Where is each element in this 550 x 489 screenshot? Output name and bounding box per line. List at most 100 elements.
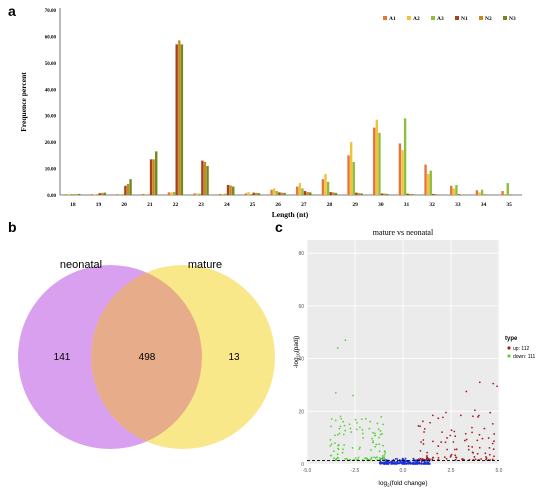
bar-x-tick-label: 34 <box>481 202 487 208</box>
bar <box>70 193 73 195</box>
volcano-legend-label: down: 111 <box>513 354 536 360</box>
volcano-point <box>344 339 347 342</box>
volcano-point <box>465 390 468 393</box>
volcano-point <box>382 444 384 447</box>
bar-x-tick-label: 30 <box>378 202 384 208</box>
bar <box>219 193 222 195</box>
bar <box>401 150 404 195</box>
volcano-point <box>481 437 484 440</box>
volcano-point <box>354 457 357 460</box>
bar-legend-label: A1 <box>389 16 396 22</box>
volcano-point <box>450 429 453 432</box>
bar <box>93 194 96 195</box>
volcano-point <box>493 440 495 443</box>
volcano-point <box>485 458 487 461</box>
volcano-point <box>432 440 434 443</box>
volcano-point <box>339 415 342 418</box>
bar-x-tick-label: 21 <box>147 202 153 208</box>
volcano-point <box>393 460 396 463</box>
volcano-point <box>440 441 443 443</box>
bar <box>426 173 430 195</box>
volcano-point <box>437 456 440 459</box>
length-distribution-chart: 0.0010.0020.0030.0040.0050.0060.0070.00 … <box>19 8 522 219</box>
volcano-point <box>359 446 361 449</box>
volcano-point <box>427 462 429 465</box>
bar-legend-label: N2 <box>485 16 492 22</box>
volcano-point <box>417 425 420 427</box>
volcano-point <box>340 418 343 420</box>
volcano-point <box>452 441 455 443</box>
bar <box>144 194 148 195</box>
venn-count-neonatal-only: 141 <box>54 352 71 363</box>
volcano-point <box>341 451 344 454</box>
volcano-point <box>441 431 443 434</box>
volcano-point <box>426 451 429 454</box>
volcano-point <box>402 458 405 461</box>
volcano-point <box>437 417 440 420</box>
volcano-point <box>423 431 425 433</box>
bar <box>424 164 427 195</box>
bar <box>332 192 335 195</box>
volcano-point <box>471 431 473 434</box>
bar-x-tick-label: 19 <box>96 202 102 208</box>
bar-y-tick-label: 50.00 <box>45 62 57 67</box>
volcano-point <box>386 461 388 464</box>
bar <box>503 193 507 195</box>
volcano-point <box>344 458 347 460</box>
volcano-point <box>455 448 458 451</box>
volcano-point <box>404 457 407 460</box>
bar <box>486 194 489 195</box>
panel-label-a: a <box>8 3 16 19</box>
bar-x-tick-label: 32 <box>429 202 435 208</box>
venn-label-mature: mature <box>188 259 222 271</box>
volcano-point <box>411 462 414 465</box>
volcano-point <box>464 439 466 442</box>
bar <box>78 193 81 195</box>
bar <box>355 192 358 195</box>
volcano-point <box>378 436 380 439</box>
bar <box>306 192 309 195</box>
volcano-point <box>374 457 377 459</box>
venn-overlap-region <box>91 265 202 449</box>
bar-x-tick-label: 28 <box>327 202 333 208</box>
volcano-point <box>399 460 402 463</box>
bar <box>301 188 304 195</box>
bar-x-tick-label: 26 <box>275 202 281 208</box>
volcano-point <box>349 427 352 430</box>
bar-legend-swatch <box>503 16 507 20</box>
bar <box>247 192 250 195</box>
volcano-y-tick-label: 0 <box>301 462 304 468</box>
bar <box>452 188 456 195</box>
volcano-point <box>431 458 434 461</box>
bar <box>142 193 145 195</box>
volcano-gridlines <box>306 240 500 465</box>
volcano-point <box>379 461 382 464</box>
bar <box>509 194 512 195</box>
volcano-point <box>474 458 477 461</box>
bar <box>65 194 68 195</box>
volcano-point <box>379 433 382 436</box>
bar <box>129 179 132 195</box>
volcano-point <box>350 431 353 433</box>
bar-x-tick-label: 31 <box>404 202 410 208</box>
volcano-point <box>429 421 432 424</box>
bar <box>296 186 299 195</box>
volcano-point <box>343 444 345 446</box>
bar <box>506 183 509 195</box>
bar <box>252 192 255 195</box>
bar-legend-label: A2 <box>413 16 420 22</box>
volcano-point <box>421 420 424 423</box>
bar <box>178 40 181 196</box>
volcano-point <box>428 458 431 461</box>
volcano-point <box>442 416 444 419</box>
volcano-point <box>493 455 495 458</box>
volcano-point <box>420 462 423 465</box>
volcano-point <box>337 443 340 446</box>
bar <box>121 194 124 195</box>
volcano-point <box>381 455 384 457</box>
volcano-point <box>337 447 339 450</box>
volcano-point <box>373 456 376 459</box>
bar-legend-label: A3 <box>437 16 444 22</box>
volcano-point <box>338 432 341 435</box>
bar <box>116 194 119 195</box>
